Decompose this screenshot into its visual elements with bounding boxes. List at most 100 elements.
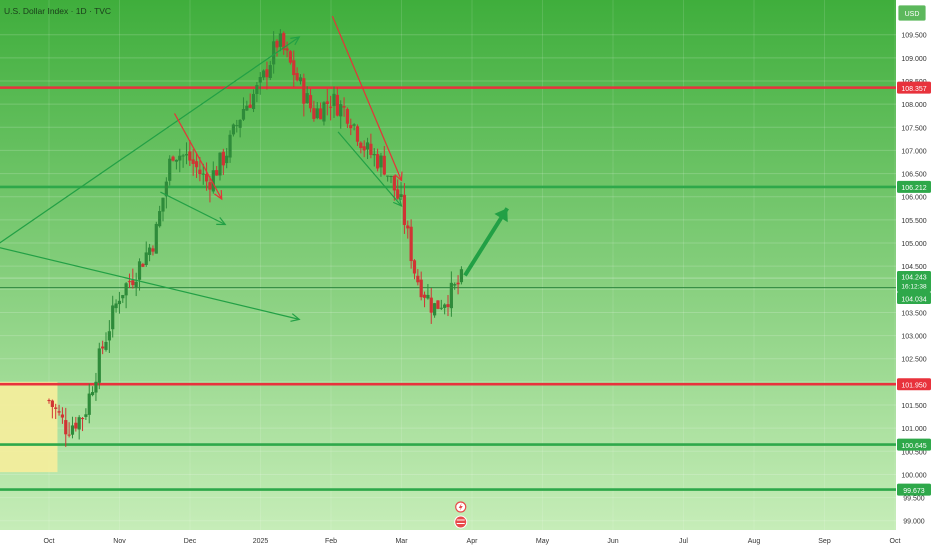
candle xyxy=(241,97,246,121)
candle-body xyxy=(282,32,286,50)
candle-body xyxy=(208,182,212,190)
currency-badge[interactable]: USD xyxy=(897,4,927,22)
candle-body xyxy=(228,134,232,158)
candle-body xyxy=(235,125,239,127)
candle xyxy=(248,93,252,109)
candle-body xyxy=(80,418,85,420)
candle-body xyxy=(359,142,363,149)
candle-body xyxy=(362,146,366,151)
candle-body xyxy=(77,417,81,430)
candle-body xyxy=(345,109,350,124)
candle xyxy=(211,161,215,194)
candle-body xyxy=(117,300,122,305)
candle-body xyxy=(161,197,165,212)
candle xyxy=(342,97,346,117)
candle-body xyxy=(302,78,306,104)
candle-body xyxy=(342,106,346,108)
candle-body xyxy=(365,142,370,150)
time-axis-label: Dec xyxy=(184,538,197,545)
candle-body xyxy=(329,106,333,108)
candle xyxy=(134,272,138,297)
candle xyxy=(114,299,118,313)
candle-body xyxy=(60,414,65,418)
candle xyxy=(332,86,336,118)
candle xyxy=(168,155,172,186)
candle-body xyxy=(265,69,269,78)
candle xyxy=(282,31,286,55)
candle xyxy=(158,205,162,228)
trend-arrow-shaft xyxy=(160,191,226,226)
time-axis-panel xyxy=(0,530,932,550)
time-axis-label: Aug xyxy=(748,538,761,545)
candle-body xyxy=(178,155,182,161)
price-axis-tick-label: 100.500 xyxy=(901,449,926,456)
plot-background xyxy=(0,0,896,530)
level-tag-label: 108.357 xyxy=(901,86,926,93)
candle-body xyxy=(198,169,202,175)
candle-body xyxy=(288,51,293,63)
price-axis-tick-label: 99.500 xyxy=(903,496,925,503)
candle-body xyxy=(225,155,229,164)
trend-arrow xyxy=(160,191,227,226)
trend-arrow-shaft xyxy=(0,36,300,244)
consolidation-zone xyxy=(0,381,58,473)
price-axis-tick-label: 105.500 xyxy=(901,218,926,225)
candle xyxy=(171,155,175,162)
candle xyxy=(446,295,450,317)
candle-body xyxy=(104,341,108,350)
time-axis-label: Sep xyxy=(818,538,831,545)
candle xyxy=(131,268,135,289)
trend-arrow xyxy=(337,131,403,208)
candle-body xyxy=(201,173,205,175)
time-axis-label: Apr xyxy=(467,538,479,545)
candle-body xyxy=(318,108,323,120)
candle-body xyxy=(158,211,162,227)
candle xyxy=(453,282,457,290)
price-countdown-label: 16:12:38 xyxy=(901,284,927,291)
consolidation-box xyxy=(0,381,58,473)
event-calendar-icon[interactable] xyxy=(454,515,468,529)
candle xyxy=(416,269,420,286)
candle-body xyxy=(64,420,68,435)
candle xyxy=(365,137,370,160)
candle xyxy=(436,300,440,310)
trend-arrow xyxy=(173,113,223,201)
candle xyxy=(57,404,61,416)
candle xyxy=(305,86,309,104)
level-tag-label: 99.673 xyxy=(903,488,925,495)
price-axis-tick-label: 99.000 xyxy=(903,519,925,526)
candle-body xyxy=(168,158,172,181)
candle-body xyxy=(47,400,51,402)
price-axis-tick-label: 103.000 xyxy=(901,334,926,341)
price-axis-tick-label: 102.500 xyxy=(901,357,926,364)
candle xyxy=(101,340,105,355)
candle xyxy=(74,416,78,432)
candle-body xyxy=(422,294,427,298)
event-markers xyxy=(454,501,468,529)
price-axis-tick-label: 109.500 xyxy=(901,33,926,40)
candle-body xyxy=(339,104,343,117)
candle xyxy=(184,142,189,165)
candle xyxy=(352,123,356,131)
candle-body xyxy=(57,411,61,413)
candle xyxy=(97,342,101,390)
candle xyxy=(127,273,132,288)
candle-body xyxy=(392,175,396,191)
candle-body xyxy=(124,283,128,296)
candle xyxy=(355,124,360,146)
lightning-icon xyxy=(458,503,463,511)
candle-body xyxy=(147,247,152,255)
candle xyxy=(64,407,68,447)
candle-body xyxy=(74,422,78,429)
candle xyxy=(50,399,54,419)
trend-arrow-shaft xyxy=(173,113,223,200)
candle xyxy=(221,148,225,175)
candle xyxy=(111,295,115,338)
candle-body xyxy=(275,40,279,48)
candles xyxy=(47,29,464,447)
candle xyxy=(439,299,443,311)
time-axis-label: May xyxy=(536,538,550,545)
candle xyxy=(238,119,242,138)
